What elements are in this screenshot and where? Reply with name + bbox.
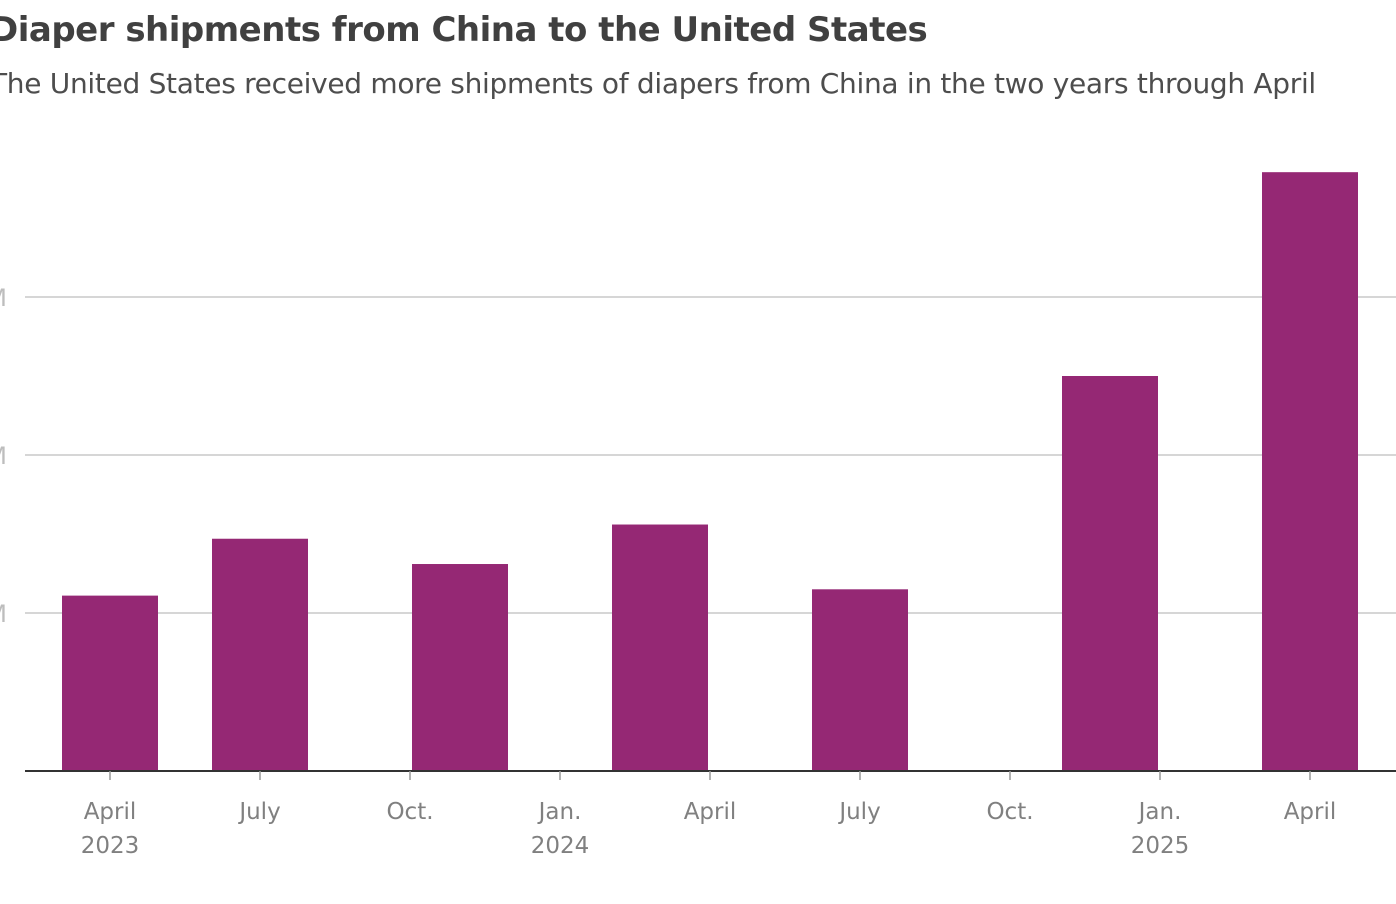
x-tick-year-label: 2025	[1131, 833, 1190, 859]
bar	[412, 564, 508, 771]
x-tick-label: April	[1284, 799, 1337, 825]
x-tick-label: Jan.	[537, 799, 582, 825]
x-tick-year-label: 2023	[81, 833, 140, 859]
y-tick-label: M	[0, 284, 7, 312]
x-tick-label: July	[837, 799, 880, 825]
x-tick-label: July	[237, 799, 280, 825]
chart-title: Diaper shipments from China to the Unite…	[0, 10, 928, 50]
y-tick-label: M	[0, 600, 7, 628]
x-tick-label: April	[84, 799, 137, 825]
x-tick-label: Oct.	[986, 799, 1033, 825]
bar	[812, 589, 908, 771]
bar	[1062, 376, 1158, 771]
bar	[1262, 172, 1358, 771]
bar	[62, 595, 158, 771]
bars	[62, 172, 1358, 771]
x-tick-label: April	[684, 799, 737, 825]
x-tick-label: Jan.	[1137, 799, 1182, 825]
x-tick-label: Oct.	[386, 799, 433, 825]
chart-subtitle: The United States received more shipment…	[0, 67, 1316, 100]
x-axis: April 2023 July Oct. Jan. 2024 April July Oct. Ja…	[25, 770, 1396, 859]
x-tick-year-label: 2024	[531, 833, 590, 859]
y-tick-label: M	[0, 442, 7, 470]
bar	[212, 538, 308, 771]
bar	[612, 524, 708, 771]
